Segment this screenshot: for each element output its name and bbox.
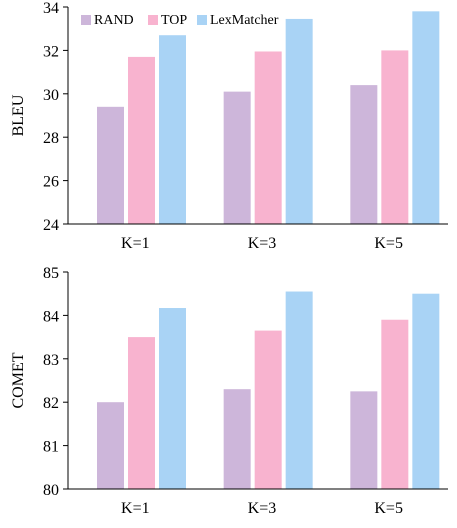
bleu-bar-top-k3 <box>254 51 282 224</box>
comet-y-tick-label: 84 <box>43 308 59 325</box>
bleu-y-tick-label: 30 <box>43 87 59 104</box>
bleu-bar-lexmatcher-k5 <box>412 11 440 225</box>
bleu-legend-label-top: TOP <box>161 13 187 28</box>
bleu-bar-lexmatcher-k3 <box>285 18 313 225</box>
comet-bar-top-k5 <box>381 319 409 489</box>
comet-x-tick-label: K=1 <box>121 500 150 517</box>
comet-bar-top-k3 <box>254 330 282 489</box>
bleu-legend-swatch-top <box>148 15 158 25</box>
comet-bar-lexmatcher-k1 <box>159 308 186 489</box>
bleu-y-tick-label: 24 <box>43 217 59 234</box>
bleu-bar-rand-k5 <box>350 85 378 225</box>
comet-bar-top-k1 <box>128 337 155 489</box>
comet-y-tick-label: 82 <box>43 395 59 412</box>
bleu-y-tick-label: 28 <box>43 130 59 147</box>
comet-y-tick-label: 80 <box>43 482 59 499</box>
bleu-legend-swatch-lexmatcher <box>197 15 207 25</box>
bleu-bar-top-k1 <box>128 56 155 224</box>
bleu-y-tick-label: 26 <box>43 174 59 191</box>
bleu-x-tick-label: K=3 <box>248 235 277 252</box>
comet-bar-rand-k3 <box>223 389 251 489</box>
comet-x-tick-label: K=3 <box>248 500 277 517</box>
comet-bar-lexmatcher-k5 <box>412 293 440 489</box>
bleu-bar-top-k5 <box>381 50 409 225</box>
bleu-bar-lexmatcher-k1 <box>159 35 186 225</box>
bleu-legend-swatch-rand <box>81 15 91 25</box>
bleu-legend-label-rand: RAND <box>94 13 134 28</box>
bleu-y-axis-title: BLEU <box>10 94 27 136</box>
comet-bar-rand-k5 <box>350 391 378 489</box>
bleu-x-tick-label: K=5 <box>374 235 403 252</box>
comet-y-tick-label: 85 <box>43 265 59 282</box>
bleu-y-tick-label: 32 <box>43 43 59 60</box>
comet-x-tick-label: K=5 <box>374 500 403 517</box>
comet-y-axis-title: COMET <box>10 352 27 408</box>
bleu-legend-label-lexmatcher: LexMatcher <box>210 13 279 28</box>
bleu-bar-rand-k3 <box>223 91 251 224</box>
comet-y-tick-label: 81 <box>43 439 59 456</box>
comet-bar-rand-k1 <box>97 402 124 489</box>
bleu-x-tick-label: K=1 <box>121 235 150 252</box>
comet-y-tick-label: 83 <box>43 352 59 369</box>
comet-bar-lexmatcher-k3 <box>285 291 313 489</box>
bleu-bar-rand-k1 <box>97 106 124 224</box>
bleu-y-tick-label: 34 <box>43 0 59 17</box>
